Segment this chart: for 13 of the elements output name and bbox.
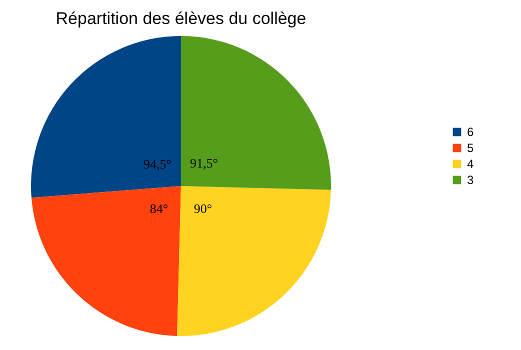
legend-label: 3 bbox=[467, 173, 474, 187]
pie-slice bbox=[31, 36, 181, 198]
pie-slice bbox=[177, 186, 331, 336]
pie-slice bbox=[181, 36, 331, 190]
legend-label: 6 bbox=[467, 125, 474, 139]
chart-title: Répartition des élèves du collège bbox=[56, 9, 306, 28]
data-label: 94,5° bbox=[144, 156, 172, 172]
data-label: 90° bbox=[194, 201, 212, 216]
legend-label: 5 bbox=[467, 141, 474, 155]
data-label: 84° bbox=[150, 201, 168, 216]
legend-label: 4 bbox=[467, 157, 474, 171]
pie-slice bbox=[31, 186, 181, 336]
data-label: 91,5° bbox=[190, 156, 218, 171]
